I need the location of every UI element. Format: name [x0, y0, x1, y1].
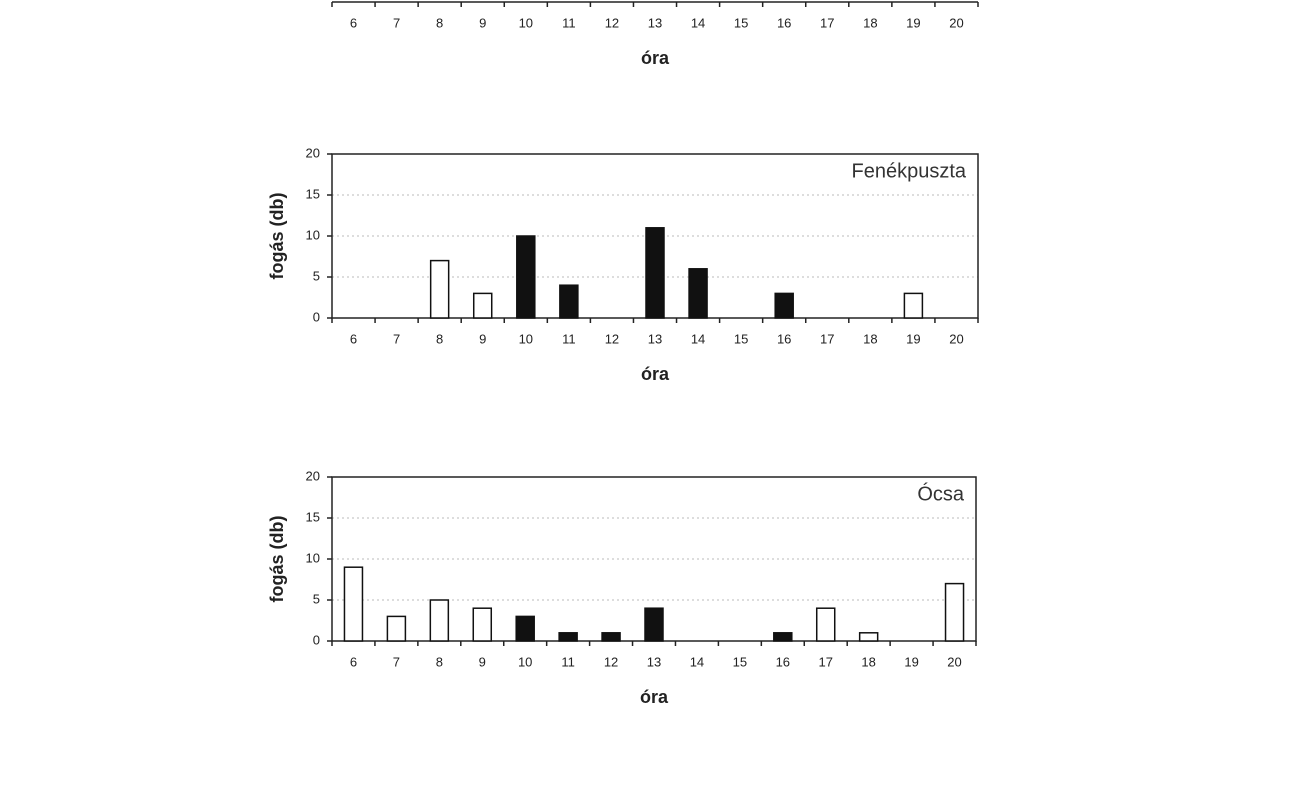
x-tick-label: 15: [734, 15, 748, 30]
bar: [774, 292, 794, 319]
y-tick-label: 0: [313, 309, 320, 324]
x-tick-label: 8: [436, 331, 443, 346]
x-tick-label: 8: [436, 654, 443, 669]
x-tick-label: 11: [562, 331, 576, 346]
x-tick-label: 6: [350, 331, 357, 346]
y-axis-label: fogás (db): [267, 516, 287, 603]
x-tick-label: 7: [393, 331, 400, 346]
y-tick-label: 15: [306, 186, 320, 201]
chart-title: Ócsa: [917, 482, 965, 505]
y-tick-label: 10: [306, 227, 320, 242]
x-tick-label: 7: [393, 654, 400, 669]
x-tick-label: 20: [949, 15, 963, 30]
x-tick-label: 10: [518, 654, 532, 669]
x-tick-label: 20: [947, 654, 961, 669]
x-tick-label: 17: [818, 654, 832, 669]
bar: [773, 632, 793, 642]
x-tick-label: 18: [863, 331, 877, 346]
y-tick-label: 20: [306, 468, 320, 483]
x-tick-label: 11: [561, 654, 575, 669]
y-tick-label: 5: [313, 268, 320, 283]
x-tick-label: 15: [733, 654, 747, 669]
bar: [858, 632, 879, 642]
bar: [601, 632, 621, 642]
bar: [688, 268, 708, 319]
x-tick-label: 13: [648, 331, 662, 346]
y-tick-label: 15: [306, 509, 320, 524]
y-tick-label: 20: [306, 145, 320, 160]
bar: [903, 292, 924, 319]
bar: [429, 259, 450, 319]
bar: [644, 607, 664, 642]
x-axis-label: óra: [641, 48, 670, 68]
bar: [429, 599, 450, 642]
y-tick-label: 0: [313, 632, 320, 647]
x-tick-label: 12: [605, 331, 619, 346]
x-tick-label: 9: [479, 654, 486, 669]
bar: [515, 615, 535, 642]
x-tick-label: 19: [904, 654, 918, 669]
bar: [386, 615, 407, 642]
x-tick-label: 19: [906, 15, 920, 30]
bar: [944, 582, 965, 642]
bar: [343, 566, 364, 642]
x-tick-label: 16: [777, 15, 791, 30]
x-tick-label: 6: [350, 654, 357, 669]
x-axis-label: óra: [641, 364, 670, 384]
bar: [472, 607, 493, 642]
x-tick-label: 20: [949, 331, 963, 346]
y-axis-label: fogás (db): [267, 193, 287, 280]
x-tick-label: 6: [350, 15, 357, 30]
x-tick-label: 16: [776, 654, 790, 669]
x-tick-label: 12: [605, 15, 619, 30]
y-tick-label: 5: [313, 591, 320, 606]
bar: [558, 632, 578, 642]
x-axis-label: óra: [640, 687, 669, 707]
x-tick-label: 14: [691, 331, 705, 346]
x-tick-label: 16: [777, 331, 791, 346]
x-tick-label: 14: [691, 15, 705, 30]
x-tick-label: 10: [519, 331, 533, 346]
x-tick-label: 7: [393, 15, 400, 30]
x-tick-label: 10: [519, 15, 533, 30]
x-tick-label: 18: [863, 15, 877, 30]
x-tick-label: 12: [604, 654, 618, 669]
bar: [815, 607, 836, 642]
x-tick-label: 13: [647, 654, 661, 669]
bar: [559, 284, 579, 319]
x-tick-label: 11: [562, 15, 576, 30]
bar: [516, 235, 536, 319]
x-tick-label: 17: [820, 15, 834, 30]
x-tick-label: 17: [820, 331, 834, 346]
x-tick-label: 13: [648, 15, 662, 30]
x-tick-label: 15: [734, 331, 748, 346]
x-tick-label: 14: [690, 654, 704, 669]
bar: [472, 292, 493, 319]
y-tick-label: 10: [306, 550, 320, 565]
x-tick-label: 8: [436, 15, 443, 30]
bar: [645, 227, 665, 319]
x-tick-label: 19: [906, 331, 920, 346]
x-tick-label: 18: [861, 654, 875, 669]
x-tick-label: 9: [479, 331, 486, 346]
x-tick-label: 9: [479, 15, 486, 30]
chart-title: Fenékpuszta: [851, 160, 966, 182]
